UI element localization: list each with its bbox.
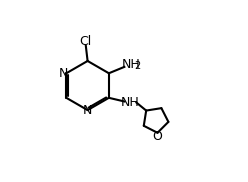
Text: 2: 2 xyxy=(134,61,140,71)
Text: NH: NH xyxy=(121,96,140,109)
Text: Cl: Cl xyxy=(80,35,92,48)
Text: NH: NH xyxy=(122,58,141,71)
Text: O: O xyxy=(153,130,162,143)
Text: N: N xyxy=(83,104,92,117)
Text: N: N xyxy=(58,67,68,80)
